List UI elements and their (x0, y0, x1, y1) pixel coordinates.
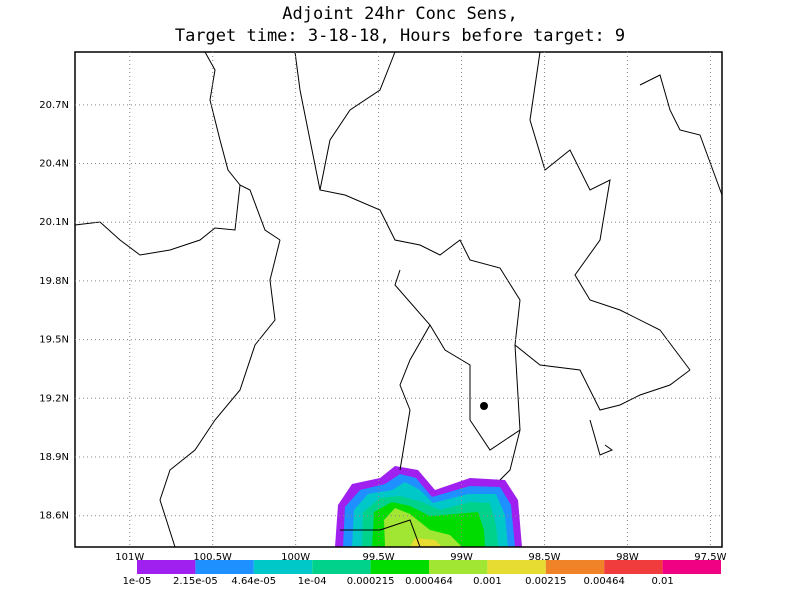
colorbar-swatch (312, 560, 371, 574)
x-tick-label: 100W (281, 552, 310, 563)
x-tick-label: 101W (115, 552, 144, 563)
x-tick-label: 98.5W (528, 552, 560, 563)
colorbar-label: 0.001 (473, 576, 502, 587)
x-tick-label: 98W (616, 552, 639, 563)
y-tick-label: 18.9N (39, 452, 69, 463)
colorbar-swatch (429, 560, 488, 574)
target-marker (480, 402, 488, 410)
colorbar-label: 0.00215 (525, 576, 566, 587)
colorbar-swatch (370, 560, 429, 574)
y-tick-label: 20.7N (39, 100, 69, 111)
x-tick-label: 99W (450, 552, 473, 563)
y-tick-label: 18.6N (39, 511, 69, 522)
colorbar-swatch (195, 560, 254, 574)
y-tick-label: 19.8N (39, 276, 69, 287)
title-line: Adjoint 24hr Conc Sens, (282, 4, 517, 24)
x-tick-label: 97.5W (694, 552, 726, 563)
y-tick-label: 19.5N (39, 335, 69, 346)
colorbar-label: 0.000215 (347, 576, 395, 587)
y-tick-label: 20.4N (39, 159, 69, 170)
colorbar-swatch (662, 560, 721, 574)
plume (335, 466, 522, 547)
x-tick-label: 99.5W (363, 552, 395, 563)
colorbar-swatch (604, 560, 663, 574)
y-tick-label: 19.2N (39, 393, 69, 404)
colorbar-swatch (253, 560, 313, 574)
y-tick-label: 20.1N (39, 217, 69, 228)
colorbar-label: 0.00464 (584, 576, 625, 587)
colorbar-label: 0.000464 (405, 576, 453, 587)
colorbar-swatch (487, 560, 546, 574)
colorbar-label: 4.64e-05 (231, 576, 276, 587)
colorbar-label: 1e-05 (123, 576, 152, 587)
colorbar-label: 2.15e-05 (173, 576, 218, 587)
colorbar-swatch (137, 560, 196, 574)
colorbar-swatch (545, 560, 605, 574)
title-line: Target time: 3-18-18, Hours before targe… (175, 26, 625, 46)
borders (74, 51, 723, 548)
colorbar-label: 0.01 (651, 576, 673, 587)
colorbar-label: 1e-04 (298, 576, 327, 587)
map-frame (74, 51, 723, 548)
x-tick-label: 100.5W (193, 552, 232, 563)
